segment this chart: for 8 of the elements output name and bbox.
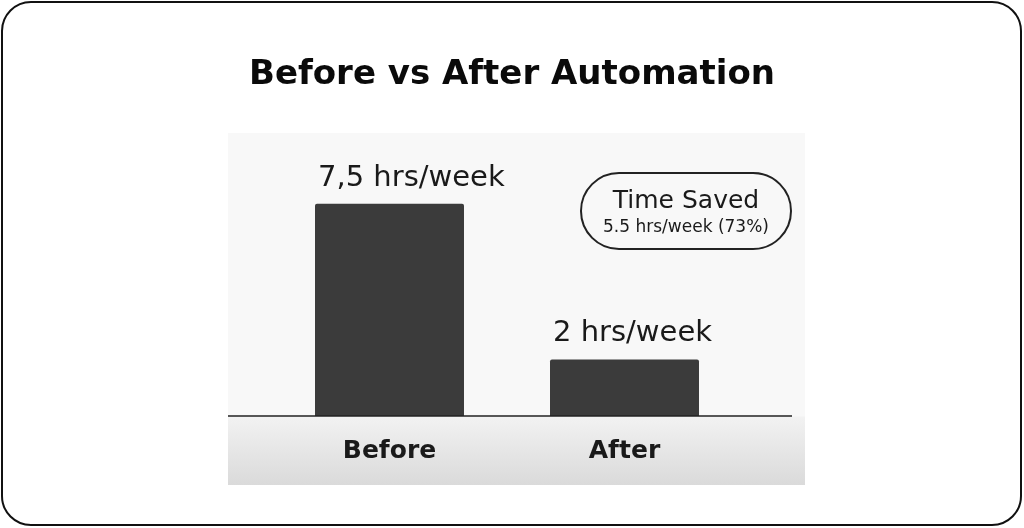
data-label: 2 hrs/week [553, 314, 713, 349]
chart-title: Before vs After Automation [248, 52, 776, 92]
x-tick-label: After [588, 434, 661, 464]
annotation: Time Saved [612, 185, 760, 214]
x-tick-label: Before [342, 434, 437, 464]
rounded-box: Time Saved 5.5 hrs/week (73%) [580, 172, 792, 250]
annotation: 5.5 hrs/week (73%) [603, 216, 769, 237]
data-label: 7,5 hrs/week [318, 158, 505, 193]
